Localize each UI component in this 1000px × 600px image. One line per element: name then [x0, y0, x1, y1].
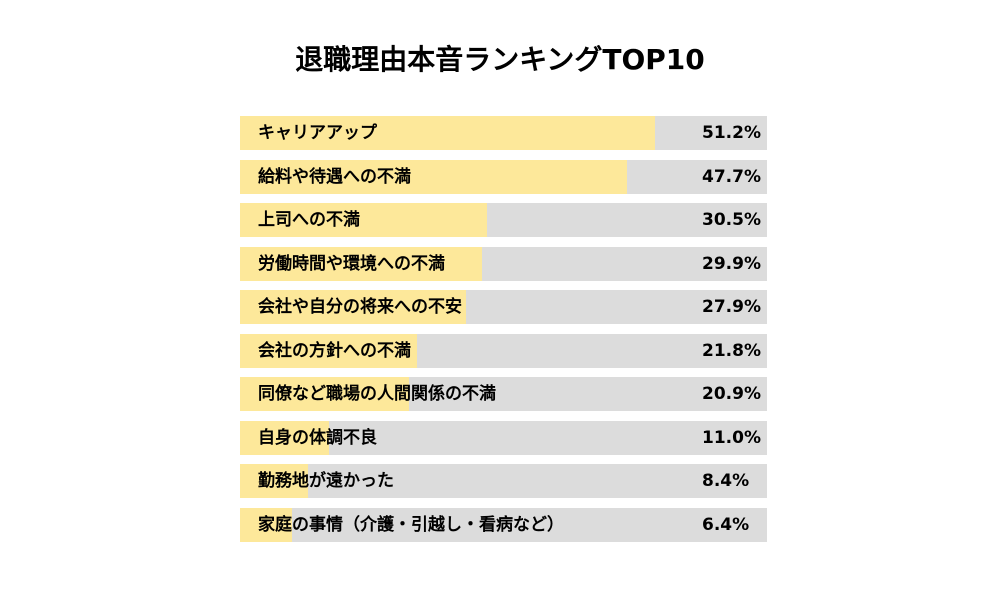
value-label: 47.7% — [702, 166, 761, 187]
bar-row: 上司への不満 30.5% — [240, 203, 767, 237]
category-label: 自身の体調不良 — [258, 427, 377, 448]
value-label: 21.8% — [702, 340, 761, 361]
bar — [240, 377, 410, 411]
bar-row: 給料や待遇への不満 47.7% — [240, 159, 767, 194]
value-label: 27.9% — [702, 297, 761, 317]
bar-row: 会社や自分の将来への不安 27.9% — [240, 290, 767, 324]
bar-track — [240, 464, 767, 498]
value-label: 20.9% — [702, 384, 761, 404]
value-label: 8.4% — [702, 471, 750, 491]
bar — [240, 507, 292, 542]
bar-row: 自身の体調不良 11.0% — [240, 420, 767, 455]
category-label: 上司への不満 — [258, 210, 360, 230]
value-label: 11.0% — [702, 427, 761, 448]
bar — [240, 290, 467, 324]
bar-track — [240, 507, 767, 542]
category-label: 会社や自分の将来への不安 — [258, 297, 462, 317]
bar — [240, 116, 656, 150]
category-label: 家庭の事情（介護・引越し・看病など） — [258, 514, 564, 535]
category-label: キャリアアップ — [258, 123, 377, 143]
bar — [240, 420, 330, 455]
category-label: 労働時間や環境への不満 — [258, 253, 445, 274]
bar — [240, 203, 488, 237]
value-label: 30.5% — [702, 210, 761, 230]
bar — [240, 159, 627, 194]
bar-chart: キャリアアップ 51.2% 給料や待遇への不満 47.7% 上司への不満 30.5% 労働時… — [240, 116, 767, 551]
bar-row: 同僚など職場の人間関係の不満 20.9% — [240, 377, 767, 411]
value-label: 6.4% — [702, 514, 750, 535]
bar-row: 会社の方針への不満 21.8% — [240, 333, 767, 368]
bar — [240, 246, 483, 281]
category-label: 給料や待遇への不満 — [258, 166, 411, 187]
value-label: 29.9% — [702, 253, 761, 274]
bar-row: キャリアアップ 51.2% — [240, 116, 767, 150]
category-label: 同僚など職場の人間関係の不満 — [258, 384, 496, 404]
chart-title: 退職理由本音ランキングTOP10 — [295, 43, 705, 76]
category-label: 勤務地が遠かった — [258, 471, 394, 491]
bar — [240, 333, 417, 368]
bar-row: 労働時間や環境への不満 29.9% — [240, 246, 767, 281]
bar-row: 家庭の事情（介護・引越し・看病など） 6.4% — [240, 507, 767, 542]
category-label: 会社の方針への不満 — [258, 340, 411, 361]
value-label: 51.2% — [702, 123, 761, 143]
bar-row: 勤務地が遠かった 8.4% — [240, 464, 767, 498]
bar — [240, 464, 309, 498]
